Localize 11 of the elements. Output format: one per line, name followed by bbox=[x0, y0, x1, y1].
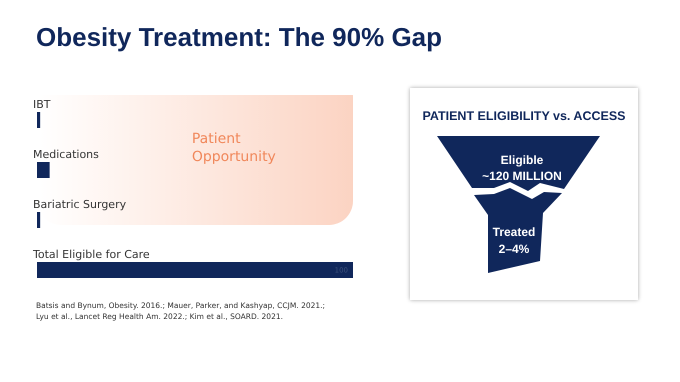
text: PATIENT ELIGIBILITY vs. ACCESS bbox=[422, 109, 626, 123]
chart-title: Obesity Treatment: The 90% Gap bbox=[36, 22, 442, 53]
y-tick-label: Total Eligible for Care bbox=[32, 248, 150, 261]
text: Eligible bbox=[500, 153, 544, 167]
band-label: Patient Opportunity bbox=[192, 131, 276, 165]
y-tick-label: IBT bbox=[33, 98, 51, 111]
text: ~120 MILLION bbox=[482, 169, 562, 183]
y-tick-label: Medications bbox=[33, 148, 100, 161]
text: Treated bbox=[492, 225, 536, 239]
y-tick-label: Bariatric Surgery bbox=[33, 198, 127, 211]
text: 2–4% bbox=[498, 242, 530, 256]
